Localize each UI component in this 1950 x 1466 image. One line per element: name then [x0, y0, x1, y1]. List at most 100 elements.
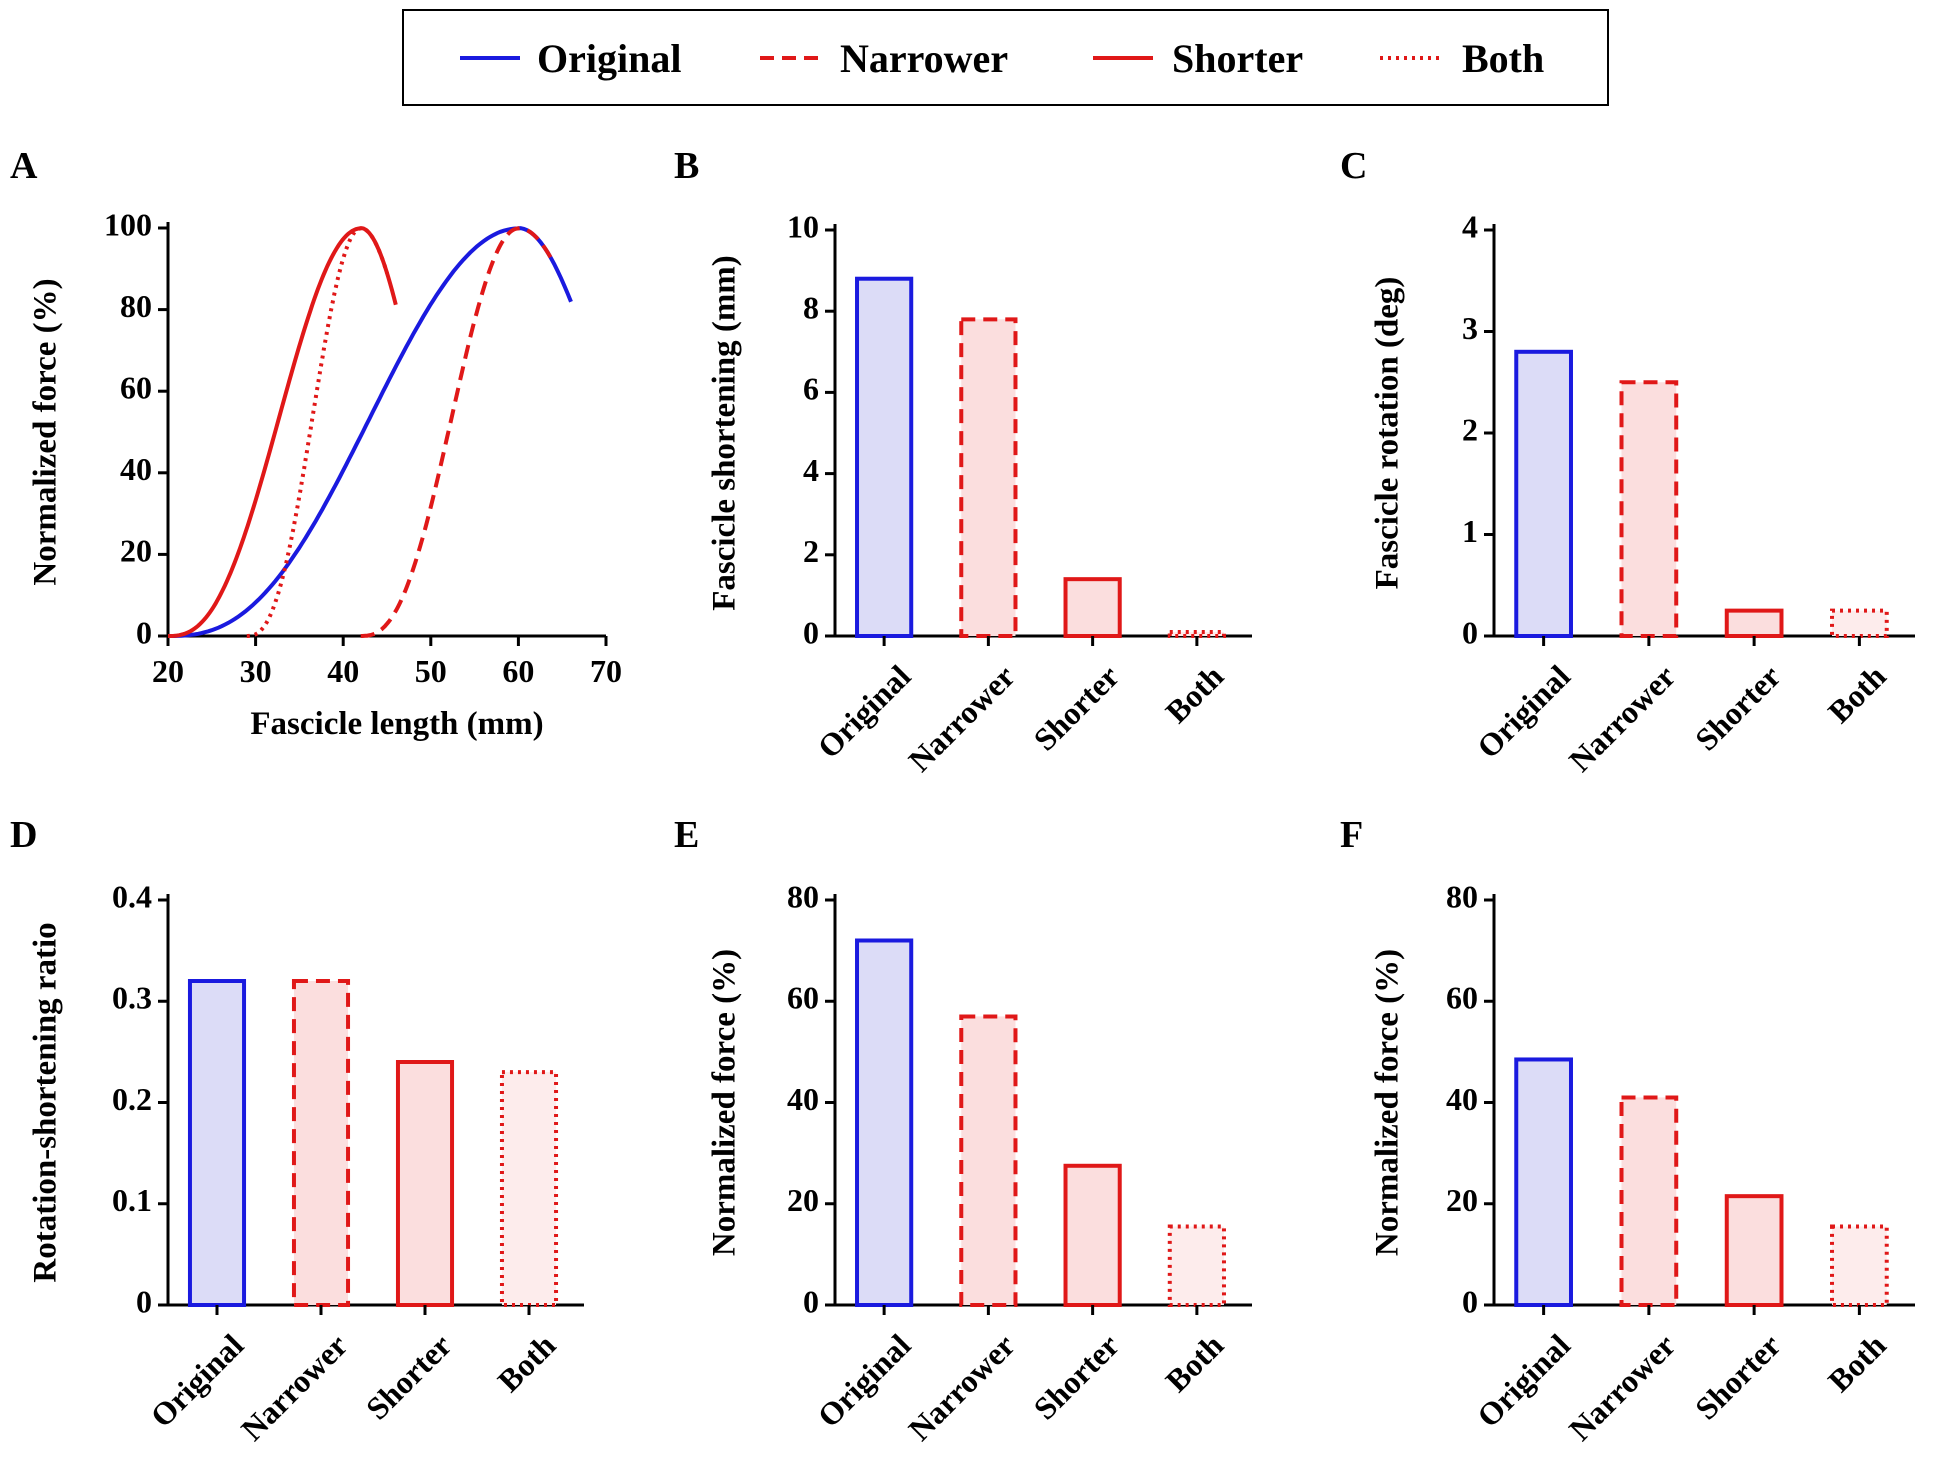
legend: Original Narrower Shorter Both — [402, 9, 1609, 106]
panel-letter-a: A — [10, 145, 38, 187]
y-axis-title: Normalized force (%) — [28, 278, 64, 585]
y-tick-label: 80 — [1446, 878, 1478, 914]
panel-letter-e: E — [674, 814, 699, 856]
panel-c-bar-chart: Fascicle rotation (deg) 0 1 2 3 4 OriginalNarr… — [1370, 208, 1915, 778]
panel-f-bar-chart: Normalized force (%) 0 20 40 60 80 OriginalNar… — [1370, 878, 1915, 1447]
series-line-original — [168, 226, 573, 638]
y-tick-label: 20 — [1446, 1182, 1478, 1218]
x-tick-label-shorter: Shorter — [1026, 658, 1126, 758]
x-tick-label: 60 — [502, 653, 534, 689]
x-tick-label-original: Original — [810, 658, 917, 765]
x-tick-label: 40 — [327, 653, 359, 689]
x-tick-label: 20 — [152, 653, 184, 689]
x-tick-label-original: Original — [810, 1327, 917, 1434]
y-tick-label: 4 — [803, 452, 819, 488]
x-tick-label-shorter: Shorter — [1688, 1327, 1788, 1427]
y-tick-label: 40 — [787, 1081, 819, 1117]
legend-label-narrower: Narrower — [840, 36, 1008, 81]
x-tick-label-narrower: Narrower — [901, 1327, 1022, 1448]
panel-e-bar-chart: Normalized force (%) 0 20 40 60 80 OriginalNar… — [707, 878, 1252, 1447]
y-tick-label: 4 — [1462, 208, 1478, 244]
y-tick-label: 0 — [136, 1283, 152, 1319]
y-tick-label: 1 — [1462, 513, 1478, 549]
x-tick-label-narrower: Narrower — [234, 1327, 355, 1448]
x-tick-label-both: Both — [490, 1327, 562, 1399]
y-tick-label: 20 — [120, 533, 152, 569]
y-tick-label: 0 — [803, 1283, 819, 1319]
x-tick-label-narrower: Narrower — [1562, 658, 1683, 779]
x-axis-title: Fascicle length (mm) — [250, 706, 543, 742]
y-tick-label: 80 — [120, 288, 152, 324]
x-tick-label: 70 — [590, 653, 622, 689]
x-tick-label-original: Original — [1470, 1327, 1577, 1434]
y-tick-label: 0 — [803, 614, 819, 650]
x-tick-label: 50 — [415, 653, 447, 689]
bar-original — [855, 938, 914, 1307]
legend-label-shorter: Shorter — [1172, 36, 1303, 81]
y-axis-title: Normalized force (%) — [1370, 949, 1406, 1256]
y-tick-label: 0 — [1462, 1283, 1478, 1319]
y-tick-label: 10 — [787, 208, 819, 244]
y-axis-title: Rotation-shortening ratio — [28, 922, 64, 1282]
bar-shorter — [1063, 1163, 1122, 1307]
bar-both — [1167, 1224, 1226, 1307]
panel-letter-c: C — [1340, 145, 1367, 187]
bar-both — [1830, 608, 1889, 638]
y-tick-label: 3 — [1462, 310, 1478, 346]
y-tick-label: 60 — [120, 370, 152, 406]
panel-b-bar-chart: Fascicle shortening (mm) 0 2 4 6 8 10 OriginalN… — [707, 208, 1252, 778]
bar-narrower — [1619, 380, 1679, 638]
panel-d-bar-chart: Rotation-shortening ratio 0 0.1 0.2 0.3 0.4 Or… — [28, 878, 584, 1447]
x-tick-label-original: Original — [1470, 658, 1577, 765]
y-tick-label: 8 — [803, 290, 819, 326]
bar-shorter — [1724, 608, 1784, 638]
y-tick-label: 0.2 — [112, 1081, 152, 1117]
bar-both — [1167, 629, 1226, 639]
bar-narrower — [959, 1014, 1018, 1307]
x-tick-label: 30 — [240, 653, 272, 689]
bar-narrower — [959, 317, 1018, 638]
x-tick-label-original: Original — [143, 1327, 250, 1434]
x-tick-label-narrower: Narrower — [901, 658, 1022, 779]
y-tick-label: 0.3 — [112, 980, 152, 1016]
x-tick-label-narrower: Narrower — [1562, 1327, 1683, 1448]
y-tick-label: 2 — [803, 533, 819, 569]
y-tick-label: 6 — [803, 371, 819, 407]
bar-original — [855, 276, 914, 638]
y-axis-title: Normalized force (%) — [707, 949, 743, 1256]
series-line-narrower — [360, 226, 556, 638]
legend-box — [402, 9, 1609, 106]
y-tick-label: 0.1 — [112, 1182, 152, 1218]
bar-shorter — [395, 1060, 455, 1307]
y-tick-label: 80 — [787, 878, 819, 914]
bar-both — [1830, 1224, 1889, 1307]
y-tick-label: 60 — [787, 980, 819, 1016]
bar-original — [187, 979, 247, 1307]
y-tick-label: 40 — [120, 451, 152, 487]
bar-original — [1514, 349, 1573, 638]
bar-shorter — [1063, 577, 1122, 638]
x-tick-label-shorter: Shorter — [359, 1327, 459, 1427]
x-tick-label-both: Both — [1158, 658, 1230, 730]
y-axis-title: Fascicle rotation (deg) — [1370, 277, 1406, 590]
y-tick-label: 40 — [1446, 1081, 1478, 1117]
bar-original — [1514, 1057, 1573, 1307]
legend-label-original: Original — [537, 36, 681, 81]
series-line-both — [246, 225, 389, 638]
legend-label-both: Both — [1462, 36, 1544, 81]
x-tick-label-shorter: Shorter — [1026, 1327, 1126, 1427]
y-tick-label: 0 — [136, 614, 152, 650]
bar-shorter — [1724, 1194, 1784, 1307]
y-axis-title: Fascicle shortening (mm) — [707, 255, 743, 611]
y-tick-label: 0 — [1462, 614, 1478, 650]
panel-letter-d: D — [10, 814, 37, 856]
y-tick-label: 100 — [104, 206, 152, 242]
bar-both — [499, 1070, 559, 1307]
x-tick-label-shorter: Shorter — [1688, 658, 1788, 758]
bar-narrower — [291, 979, 351, 1307]
x-tick-label-both: Both — [1821, 658, 1893, 730]
x-tick-label-both: Both — [1821, 1327, 1893, 1399]
y-tick-label: 20 — [787, 1182, 819, 1218]
